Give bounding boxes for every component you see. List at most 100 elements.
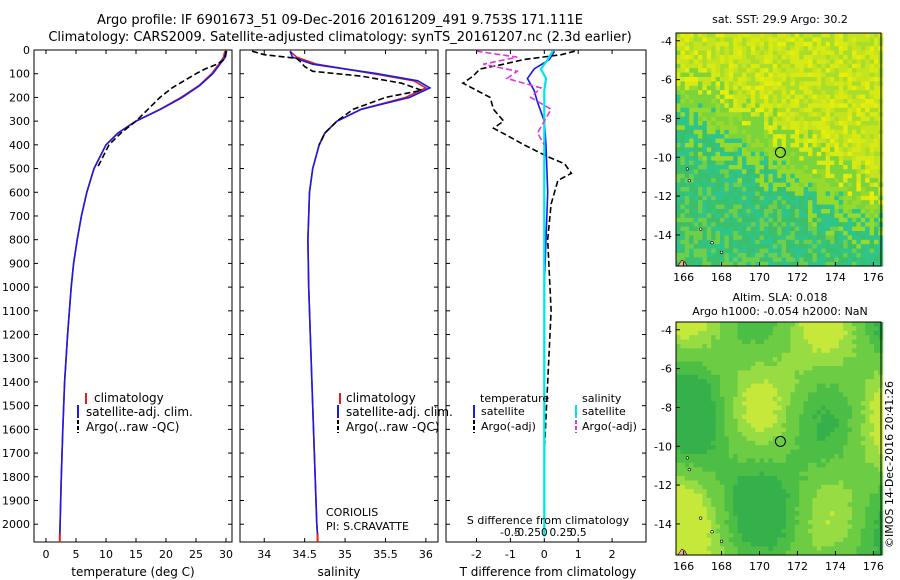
map-cell [794,77,800,82]
map-cell [834,361,840,367]
map-cell [728,396,734,402]
map-cell [737,226,743,232]
map-cell [816,322,822,327]
map-cell [715,326,721,332]
map-cell [755,134,760,139]
map-cell [786,322,791,327]
map-cell [755,195,760,201]
map-cell [711,125,716,131]
map-cell [680,379,686,384]
map-cell [852,502,857,508]
map-cell [733,339,738,345]
map-cell [838,379,844,384]
map-cell [874,121,879,126]
map-cell [693,209,699,214]
map-cell [759,235,765,241]
map-cell [799,506,804,512]
map-cell [772,462,778,468]
map-cell [790,493,796,499]
map-cell [706,77,712,82]
map-cell [803,121,809,126]
map-cell [711,502,716,508]
map-cell [843,454,848,459]
map-cell [821,379,826,384]
map-cell [852,226,857,232]
map-cell [742,357,747,362]
map-cell [693,445,699,450]
map-cell [777,414,782,420]
map-cell [821,173,826,179]
map-cell [724,471,730,477]
map-cell [843,204,848,210]
map-cell [799,427,804,433]
map-cell [865,396,870,402]
map-cell [742,361,747,367]
map-cell [689,173,694,179]
map-cell [720,116,725,122]
map-cell [764,165,769,170]
map-cell [777,195,782,201]
map-cell [786,449,791,455]
map-cell [737,46,743,51]
map-cell [790,99,796,104]
map-cell [750,134,756,139]
map-cell [821,414,826,420]
map-cell [724,432,730,437]
map-cell [742,200,747,205]
map-cell [865,423,870,428]
map-cell [865,352,870,358]
map-cell [684,253,690,258]
map-cell [812,248,818,254]
salinity-difference-satellite-line [539,50,554,537]
map-cell [702,41,708,47]
map-cell [693,462,699,468]
map-cell [737,253,743,258]
map-cell [746,213,752,219]
map-cell [821,352,826,358]
map-cell [764,414,769,420]
map-cell [737,116,743,122]
map-cell [838,520,844,525]
map-cell [676,99,681,104]
map-cell [777,160,782,166]
map-cell [843,427,848,433]
map-cell [790,81,796,87]
map-cell [799,493,804,499]
map-cell [706,506,712,512]
map-cell [816,357,822,362]
map-cell [794,116,800,122]
map-cell [689,352,694,358]
map-cell [676,187,681,192]
map-cell [790,226,796,232]
map-cell [865,77,870,82]
map-cell [724,169,730,175]
map-cell [852,511,857,516]
map-cell [737,68,743,73]
map-cell [869,191,875,197]
map-cell [684,81,690,87]
map-cell [680,445,686,450]
map-cell [794,352,800,358]
map-cell [706,121,712,126]
map-cell [860,414,866,420]
map-cell [728,357,734,362]
map-cell [777,37,782,43]
map-cell [852,94,857,100]
map-cell [825,383,831,389]
map-cell [680,90,686,95]
map-cell [865,231,870,236]
map-cell [816,410,822,415]
map-cell [680,366,686,371]
map-cell [838,143,844,148]
map-cell [706,143,712,148]
map-cell [755,484,760,490]
map-cell [720,388,725,393]
map-cell [764,121,769,126]
map-cell [821,405,826,411]
map-cell [715,165,721,170]
map-cell [772,432,778,437]
map-cell [742,322,747,327]
map-cell [693,436,699,442]
map-cell [777,169,782,175]
map-cell [816,112,822,117]
